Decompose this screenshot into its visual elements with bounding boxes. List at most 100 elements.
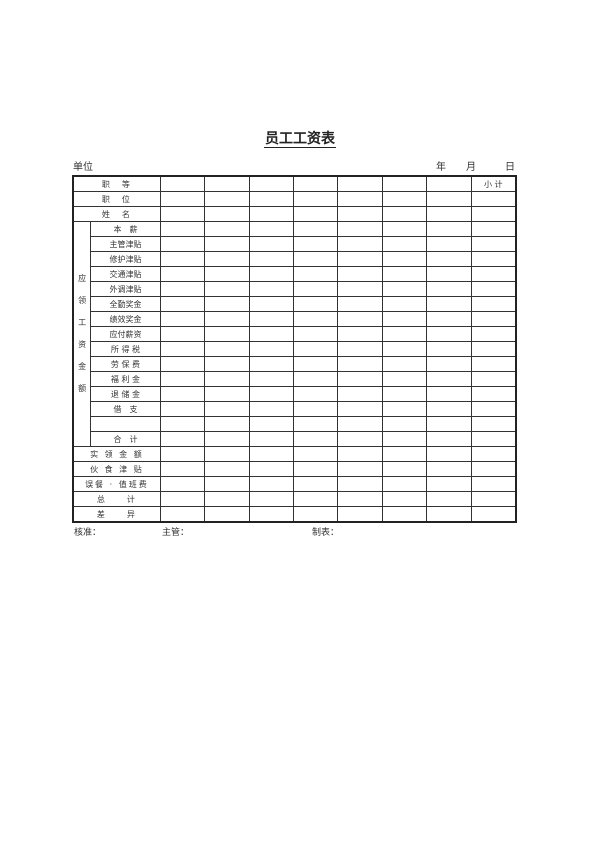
data-cell[interactable] — [470, 416, 517, 432]
data-cell[interactable] — [292, 506, 339, 523]
data-cell[interactable] — [292, 461, 339, 477]
data-cell[interactable] — [204, 341, 250, 357]
data-cell[interactable] — [248, 446, 294, 462]
data-cell[interactable] — [159, 431, 206, 447]
data-cell[interactable] — [159, 371, 206, 387]
data-cell[interactable] — [292, 416, 339, 432]
data-cell[interactable] — [381, 401, 428, 417]
data-cell[interactable] — [204, 175, 250, 192]
data-cell[interactable] — [292, 281, 339, 297]
data-cell[interactable] — [292, 221, 339, 237]
data-cell[interactable] — [204, 461, 250, 477]
data-cell[interactable] — [426, 476, 472, 492]
data-cell[interactable] — [248, 461, 294, 477]
data-cell[interactable] — [159, 491, 206, 507]
data-cell[interactable] — [426, 251, 472, 267]
data-cell[interactable] — [470, 446, 517, 462]
data-cell[interactable] — [292, 401, 339, 417]
data-cell[interactable] — [159, 206, 206, 222]
data-cell[interactable] — [159, 401, 206, 417]
data-cell[interactable] — [426, 446, 472, 462]
data-cell[interactable] — [337, 326, 383, 342]
data-cell[interactable] — [292, 371, 339, 387]
data-cell[interactable] — [426, 371, 472, 387]
data-cell[interactable] — [248, 506, 294, 523]
data-cell[interactable] — [381, 221, 428, 237]
data-cell[interactable] — [470, 506, 517, 523]
data-cell[interactable] — [337, 281, 383, 297]
data-cell[interactable] — [159, 476, 206, 492]
data-cell[interactable] — [337, 401, 383, 417]
data-cell[interactable] — [470, 251, 517, 267]
data-cell[interactable] — [248, 191, 294, 207]
data-cell[interactable] — [470, 401, 517, 417]
data-cell[interactable] — [381, 251, 428, 267]
data-cell[interactable] — [248, 175, 294, 192]
data-cell[interactable] — [470, 491, 517, 507]
data-cell[interactable] — [204, 311, 250, 327]
data-cell[interactable] — [248, 476, 294, 492]
data-cell[interactable] — [204, 206, 250, 222]
data-cell[interactable] — [248, 416, 294, 432]
data-cell[interactable] — [159, 221, 206, 237]
data-cell[interactable] — [204, 386, 250, 402]
data-cell[interactable] — [426, 401, 472, 417]
data-cell[interactable] — [470, 296, 517, 312]
data-cell[interactable] — [426, 386, 472, 402]
data-cell[interactable] — [159, 386, 206, 402]
data-cell[interactable] — [159, 296, 206, 312]
data-cell[interactable] — [248, 221, 294, 237]
data-cell[interactable] — [381, 446, 428, 462]
data-cell[interactable] — [337, 191, 383, 207]
data-cell[interactable] — [337, 341, 383, 357]
data-cell[interactable] — [426, 236, 472, 252]
data-cell[interactable] — [248, 251, 294, 267]
data-cell[interactable] — [426, 206, 472, 222]
data-cell[interactable] — [159, 311, 206, 327]
data-cell[interactable] — [248, 311, 294, 327]
data-cell[interactable] — [470, 311, 517, 327]
data-cell[interactable] — [204, 446, 250, 462]
data-cell[interactable] — [248, 401, 294, 417]
data-cell[interactable] — [159, 356, 206, 372]
data-cell[interactable] — [337, 446, 383, 462]
data-cell[interactable] — [426, 296, 472, 312]
data-cell[interactable] — [426, 356, 472, 372]
data-cell[interactable] — [248, 326, 294, 342]
data-cell[interactable] — [292, 236, 339, 252]
data-cell[interactable] — [159, 191, 206, 207]
data-cell[interactable] — [470, 266, 517, 282]
data-cell[interactable] — [470, 431, 517, 447]
data-cell[interactable] — [292, 431, 339, 447]
data-cell[interactable] — [426, 431, 472, 447]
data-cell[interactable] — [248, 491, 294, 507]
data-cell[interactable] — [337, 206, 383, 222]
data-cell[interactable] — [426, 416, 472, 432]
data-cell[interactable] — [381, 476, 428, 492]
data-cell[interactable] — [337, 431, 383, 447]
data-cell[interactable] — [204, 506, 250, 523]
data-cell[interactable] — [337, 296, 383, 312]
data-cell[interactable] — [204, 236, 250, 252]
data-cell[interactable] — [204, 476, 250, 492]
data-cell[interactable] — [426, 191, 472, 207]
data-cell[interactable] — [381, 206, 428, 222]
data-cell[interactable] — [292, 326, 339, 342]
data-cell[interactable] — [381, 431, 428, 447]
data-cell[interactable] — [470, 191, 517, 207]
data-cell[interactable] — [292, 476, 339, 492]
data-cell[interactable] — [159, 175, 206, 192]
data-cell[interactable] — [248, 236, 294, 252]
data-cell[interactable] — [159, 326, 206, 342]
data-cell[interactable] — [248, 281, 294, 297]
data-cell[interactable] — [292, 206, 339, 222]
data-cell[interactable] — [292, 296, 339, 312]
data-cell[interactable] — [292, 191, 339, 207]
data-cell[interactable] — [248, 431, 294, 447]
data-cell[interactable] — [470, 206, 517, 222]
data-cell[interactable] — [204, 401, 250, 417]
data-cell[interactable] — [381, 311, 428, 327]
data-cell[interactable] — [381, 266, 428, 282]
data-cell[interactable] — [426, 326, 472, 342]
data-cell[interactable] — [426, 221, 472, 237]
